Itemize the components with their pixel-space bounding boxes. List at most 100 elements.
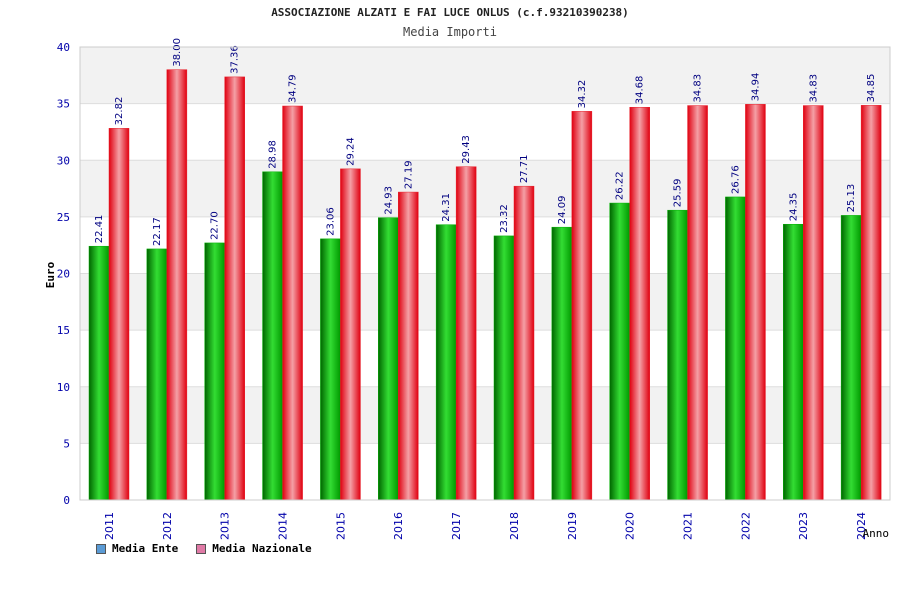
y-tick-label: 15 <box>57 324 70 337</box>
plot-band <box>80 216 890 274</box>
data-label: 29.24 <box>345 137 356 166</box>
y-tick-label: 25 <box>57 211 70 224</box>
bar-media-nazionale[interactable] <box>687 105 708 501</box>
bar-media-ente[interactable] <box>204 242 225 501</box>
data-label: 25.59 <box>673 179 684 208</box>
bar-media-nazionale[interactable] <box>803 105 824 501</box>
x-tick-label: 2022 <box>739 512 752 540</box>
data-label: 34.83 <box>693 74 704 103</box>
data-label: 34.83 <box>808 74 819 103</box>
data-label: 23.32 <box>499 204 510 233</box>
data-label: 34.85 <box>866 74 877 103</box>
x-tick-label: 2020 <box>624 512 637 540</box>
bars <box>88 69 882 501</box>
chart-subtitle: Media Importi <box>403 25 497 39</box>
x-tick-label: 2018 <box>508 512 521 540</box>
x-tick-label: 2016 <box>392 512 405 540</box>
bar-media-nazionale[interactable] <box>166 69 188 501</box>
data-label: 26.76 <box>730 165 741 194</box>
legend-label-ente: Media Ente <box>112 542 179 555</box>
data-label: 34.32 <box>577 80 588 109</box>
legend-item-ente[interactable]: Media Ente <box>96 542 178 555</box>
y-tick-label: 0 <box>63 494 70 507</box>
bar-media-nazionale[interactable] <box>282 105 303 501</box>
y-tick-label: 10 <box>57 381 70 394</box>
data-label: 29.43 <box>461 135 472 164</box>
y-tick-label: 35 <box>57 98 70 111</box>
bar-media-ente[interactable] <box>840 215 862 501</box>
x-tick-label: 2019 <box>566 512 579 540</box>
data-label: 24.31 <box>441 193 452 222</box>
axes: 0 5 10 15 20 25 30 35 40 2011 2012 2013 2014 2015 2016… <box>57 41 891 540</box>
bar-media-nazionale[interactable] <box>340 168 361 501</box>
x-tick-label: 2014 <box>277 512 290 540</box>
bar-media-ente[interactable] <box>783 223 804 501</box>
bar-media-nazionale[interactable] <box>108 128 130 501</box>
x-tick-label: 2011 <box>103 512 116 540</box>
x-tick-label: 2013 <box>219 512 232 540</box>
data-label: 25.13 <box>846 184 857 213</box>
chart-title: ASSOCIAZIONE ALZATI E FAI LUCE ONLUS (c.… <box>271 6 629 19</box>
plot-band <box>80 273 890 331</box>
y-tick-label: 20 <box>57 268 70 281</box>
x-tick-label: 2024 <box>855 512 868 540</box>
x-tick-label: 2021 <box>682 512 695 540</box>
legend-swatch-ente <box>96 543 106 554</box>
x-axis-label: Anno <box>863 527 890 540</box>
data-label: 22.41 <box>94 215 105 244</box>
bar-media-ente[interactable] <box>725 196 746 501</box>
data-label: 23.06 <box>325 207 336 236</box>
bar-media-ente[interactable] <box>551 226 573 501</box>
value-labels: 22.41 32.82 22.17 38.00 22.70 37.36 28.98 34.79… <box>94 38 877 246</box>
bar-media-nazionale[interactable] <box>513 185 535 501</box>
x-tick-label: 2023 <box>797 512 810 540</box>
bar-media-nazionale[interactable] <box>398 191 419 501</box>
bar-media-ente[interactable] <box>88 245 110 501</box>
bar-media-nazionale[interactable] <box>224 76 245 501</box>
y-tick-label: 5 <box>63 437 70 450</box>
plot-band <box>80 330 890 387</box>
legend-item-nazionale[interactable]: Media Nazionale <box>196 542 312 555</box>
bar-media-nazionale[interactable] <box>629 106 650 501</box>
y-axis-label: Euro <box>44 261 57 288</box>
bar-media-ente[interactable] <box>435 224 457 501</box>
bar-media-ente[interactable] <box>320 238 341 501</box>
data-label: 34.68 <box>635 76 646 105</box>
data-label: 27.71 <box>519 155 530 184</box>
plot-band <box>80 160 890 217</box>
data-label: 22.70 <box>210 211 221 240</box>
data-label: 24.93 <box>383 186 394 215</box>
x-tick-label: 2012 <box>161 512 174 540</box>
bar-media-ente[interactable] <box>378 217 399 501</box>
y-tick-label: 30 <box>57 154 70 167</box>
data-label: 34.79 <box>288 74 299 103</box>
data-label: 22.17 <box>152 217 163 246</box>
bar-media-nazionale[interactable] <box>571 111 593 501</box>
legend-label-nazionale: Media Nazionale <box>212 542 312 555</box>
data-label: 28.98 <box>268 140 279 169</box>
data-label: 27.19 <box>403 160 414 189</box>
legend-swatch-nazionale <box>196 543 207 554</box>
y-tick-label: 40 <box>57 41 70 54</box>
data-label: 38.00 <box>172 38 183 67</box>
data-label: 32.82 <box>114 97 125 126</box>
bar-media-ente[interactable] <box>262 171 283 501</box>
data-label: 26.22 <box>615 171 626 200</box>
bar-media-ente[interactable] <box>146 248 168 501</box>
bar-media-nazionale[interactable] <box>745 104 766 501</box>
data-label: 34.94 <box>750 73 761 102</box>
data-label: 37.36 <box>230 45 241 74</box>
bar-media-nazionale[interactable] <box>860 105 882 501</box>
legend: Media Ente Media Nazionale <box>96 542 312 555</box>
bar-media-ente[interactable] <box>667 209 688 501</box>
plot-band <box>80 47 890 104</box>
plot-band <box>80 443 890 500</box>
bar-media-ente[interactable] <box>609 202 630 501</box>
bar-media-ente[interactable] <box>493 235 515 501</box>
data-label: 24.35 <box>788 193 799 222</box>
bar-media-nazionale[interactable] <box>455 166 477 501</box>
plot-border <box>79 46 891 501</box>
data-label: 24.09 <box>557 196 568 225</box>
x-tick-label: 2015 <box>334 512 347 540</box>
